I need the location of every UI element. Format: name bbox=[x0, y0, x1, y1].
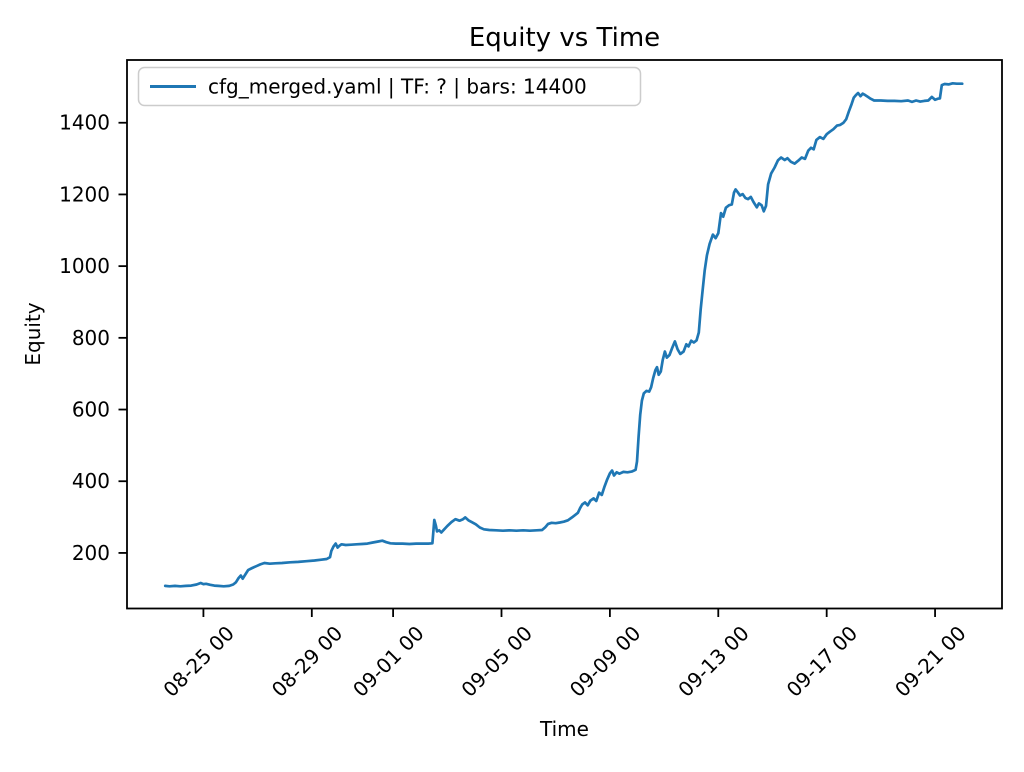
y-tick-label: 800 bbox=[72, 326, 110, 350]
x-tick-label: 09-05 00 bbox=[456, 621, 537, 702]
y-tick-label: 1200 bbox=[59, 182, 110, 206]
axes: 08-25 00 08-29 00 09-01 00 09-05 00 09-09 00… bbox=[59, 59, 1003, 702]
chart-title: Equity vs Time bbox=[469, 23, 660, 53]
y-tick-label: 1000 bbox=[59, 254, 110, 278]
y-tick-label: 200 bbox=[72, 541, 110, 565]
y-tick-label: 1400 bbox=[59, 111, 110, 135]
equity-line-series bbox=[163, 81, 964, 588]
x-tick-label: 09-09 00 bbox=[565, 621, 646, 702]
y-tick-label: 600 bbox=[72, 398, 110, 422]
x-tick-label: 09-13 00 bbox=[673, 621, 754, 702]
plot-frame bbox=[126, 59, 1003, 610]
y-axis-label: Equity bbox=[21, 302, 45, 365]
x-tick-label: 09-01 00 bbox=[348, 621, 429, 702]
x-tick-label: 09-21 00 bbox=[890, 621, 971, 702]
legend-box bbox=[137, 66, 642, 107]
legend: cfg_merged.yaml | TF: ? | bars: 14400 bbox=[137, 66, 642, 107]
x-tick-label: 08-29 00 bbox=[267, 621, 348, 702]
x-axis-label: Time bbox=[539, 717, 589, 741]
y-tick-label: 400 bbox=[72, 469, 110, 493]
x-tick-label: 08-25 00 bbox=[158, 621, 239, 702]
x-tick-label: 09-17 00 bbox=[782, 621, 863, 702]
series-layer bbox=[163, 81, 964, 588]
legend-label: cfg_merged.yaml | TF: ? | bars: 14400 bbox=[208, 75, 587, 99]
